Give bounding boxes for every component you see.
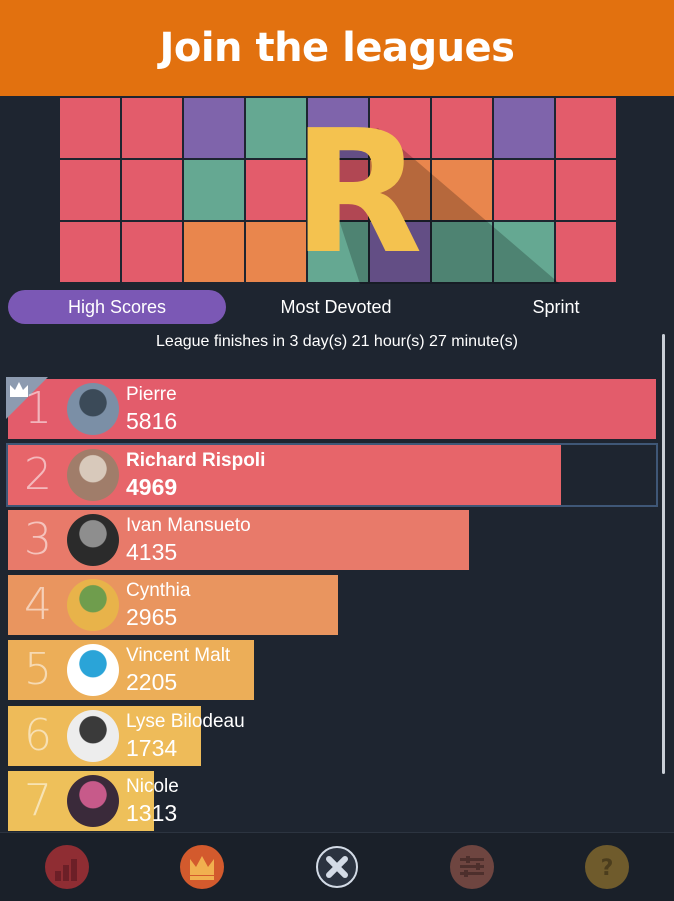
- score-bar: [8, 575, 338, 635]
- player-name: Cynthia: [126, 580, 191, 601]
- banner-tile: [432, 160, 492, 220]
- leaderboard-row[interactable]: 1 Pierre 5816: [6, 377, 656, 439]
- player-score: 5816: [126, 408, 178, 434]
- app-header: Join the leagues: [0, 0, 674, 96]
- banner-tile: [184, 160, 244, 220]
- banner-tile: [60, 98, 120, 158]
- banner-tile: [246, 98, 306, 158]
- settings-button[interactable]: [450, 845, 494, 889]
- banner-tile: [122, 98, 182, 158]
- bar-chart-icon: [45, 845, 89, 889]
- avatar: [67, 579, 119, 631]
- rank-number: 1: [24, 383, 52, 434]
- banner-tile: [60, 160, 120, 220]
- player-score: 2965: [126, 604, 178, 630]
- banner-tile: [308, 222, 368, 282]
- player-score: 1313: [126, 800, 178, 826]
- avatar: [67, 449, 119, 501]
- rank-number: 7: [24, 775, 52, 826]
- settings-sliders-icon: [450, 845, 494, 889]
- leagues-button[interactable]: [180, 845, 224, 889]
- banner-tile: [184, 98, 244, 158]
- crown-icon: [6, 377, 48, 419]
- leaderboard-row[interactable]: 5 Vincent Malt 2205: [8, 640, 656, 700]
- help-button[interactable]: ?: [585, 845, 629, 889]
- banner-tile: [246, 222, 306, 282]
- banner-tile: [432, 222, 492, 282]
- banner-letter: R: [292, 98, 423, 284]
- banner-tile: [432, 98, 492, 158]
- banner-tile: [184, 222, 244, 282]
- rank-number: 6: [24, 710, 52, 761]
- banner-tile: [308, 160, 368, 220]
- banner-tile: [60, 222, 120, 282]
- current-player-highlight: [6, 443, 658, 507]
- bottom-navigation: ?: [0, 832, 674, 901]
- banner-tile: [370, 160, 430, 220]
- player-name: Nicole: [126, 776, 179, 797]
- banner-tile: [122, 222, 182, 282]
- banner-tile: [556, 160, 616, 220]
- leaderboard-row[interactable]: 6 Lyse Bilodeau 1734: [8, 706, 656, 766]
- avatar: [67, 383, 119, 435]
- close-icon: [316, 846, 358, 888]
- scrollbar[interactable]: [662, 334, 665, 774]
- crown-icon: [180, 845, 224, 889]
- page-title: Join the leagues: [159, 25, 515, 71]
- banner-tile: [494, 222, 554, 282]
- player-name: Pierre: [126, 384, 177, 405]
- banner-tile: [308, 98, 368, 158]
- banner-tile: [370, 222, 430, 282]
- logo-banner: R: [60, 98, 618, 284]
- player-score: 4135: [126, 539, 178, 565]
- tab-most-devoted[interactable]: Most Devoted: [280, 297, 392, 317]
- leaderboard-row[interactable]: 4 Cynthia 2965: [8, 575, 656, 635]
- close-button[interactable]: [315, 845, 359, 889]
- player-score: 4969: [126, 474, 178, 500]
- player-score: 2205: [126, 669, 178, 695]
- tab-high-scores[interactable]: High Scores: [8, 290, 226, 324]
- avatar: [67, 775, 119, 827]
- banner-tile: [370, 98, 430, 158]
- help-icon: ?: [585, 845, 629, 889]
- avatar: [67, 644, 119, 696]
- score-bar: [8, 640, 254, 700]
- rank-number: 3: [24, 514, 52, 565]
- league-tabs: High Scores Most Devoted Sprint: [8, 290, 668, 324]
- tab-sprint[interactable]: Sprint: [532, 297, 580, 317]
- avatar: [67, 514, 119, 566]
- player-name: Ivan Mansueto: [126, 515, 251, 536]
- player-name: Vincent Malt: [126, 645, 231, 666]
- leaderboard-row[interactable]: 3 Ivan Mansueto 4135: [8, 510, 656, 570]
- banner-tile: [122, 160, 182, 220]
- stats-button[interactable]: [45, 845, 89, 889]
- leaderboard-row[interactable]: 2 Richard Rispoli 4969: [6, 443, 658, 507]
- banner-tile: [556, 222, 616, 282]
- letter-shadow: [318, 128, 560, 284]
- player-score: 1734: [126, 735, 178, 761]
- leaderboard-row[interactable]: 7 Nicole 1313: [8, 771, 656, 831]
- banner-tile: [494, 98, 554, 158]
- rank-number: 4: [24, 579, 52, 630]
- rank-number: 2: [24, 449, 52, 500]
- banner-tile: [246, 160, 306, 220]
- league-countdown: League finishes in 3 day(s) 21 hour(s) 2…: [156, 333, 518, 350]
- banner-tile: [494, 160, 554, 220]
- svg-text:?: ?: [601, 856, 614, 881]
- avatar: [67, 710, 119, 762]
- player-name: Lyse Bilodeau: [126, 711, 245, 732]
- player-name: Richard Rispoli: [126, 450, 266, 471]
- rank-number: 5: [24, 644, 52, 695]
- banner-tile: [556, 98, 616, 158]
